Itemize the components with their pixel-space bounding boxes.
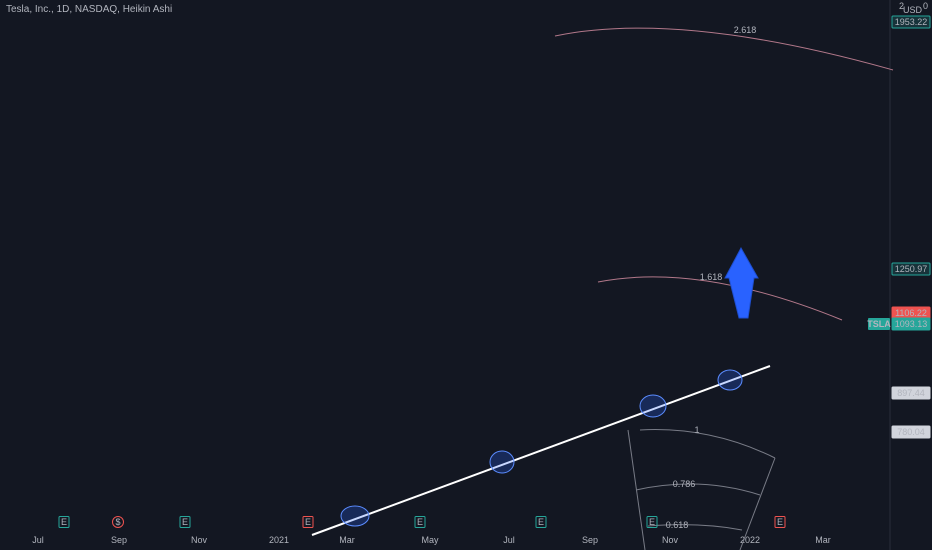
- earnings-marker[interactable]: [535, 516, 547, 528]
- fib-level-label: 1: [694, 425, 699, 435]
- time-tick-label: May: [421, 535, 439, 545]
- event-marker-letter: E: [417, 517, 423, 527]
- earnings-marker[interactable]: [302, 516, 314, 528]
- earnings-marker[interactable]: [58, 516, 70, 528]
- event-marker-letter: E: [305, 517, 311, 527]
- event-marker-letter: $: [115, 517, 120, 527]
- earnings-marker[interactable]: [179, 516, 191, 528]
- fib-arc-0786[interactable]: [635, 483, 761, 496]
- fib-fan-line: [627, 429, 646, 550]
- event-marker-letter: E: [61, 517, 67, 527]
- time-tick-label: 2022: [740, 535, 760, 545]
- dividend-marker[interactable]: [112, 516, 124, 528]
- currency-label: USD: [903, 5, 923, 15]
- time-tick-label: Jul: [32, 535, 44, 545]
- fib-fan-line: [739, 457, 776, 550]
- time-tick-label: Nov: [662, 535, 679, 545]
- trendline-touch-ellipse[interactable]: [489, 450, 515, 474]
- fib-arc-1618[interactable]: [597, 276, 843, 321]
- time-tick-label: Nov: [191, 535, 208, 545]
- time-tick-label: 2021: [269, 535, 289, 545]
- event-marker-letter: E: [777, 517, 783, 527]
- event-marker-letter: E: [182, 517, 188, 527]
- time-tick-label: Sep: [582, 535, 598, 545]
- price-axis-corner-mark: 0: [923, 1, 928, 11]
- time-tick-label: Jul: [503, 535, 515, 545]
- level-780-badge[interactable]: [891, 425, 931, 439]
- symbol-tag-text: TSLA: [867, 319, 891, 329]
- event-marker-letter: E: [538, 517, 544, 527]
- level-1953-badge[interactable]: [891, 15, 931, 29]
- earnings-marker[interactable]: [646, 516, 658, 528]
- level-1953-badge-text: 1953.22: [895, 17, 928, 27]
- fib-arc-2618[interactable]: [554, 27, 894, 71]
- time-tick-label: Mar: [815, 535, 831, 545]
- fib-level-label: 1.618: [700, 272, 723, 282]
- price-axis-corner-mark: 2: [899, 1, 904, 11]
- fib-level-label: 2.618: [734, 25, 757, 35]
- level-1250-badge-text: 1250.97: [895, 264, 928, 274]
- level-897-badge[interactable]: [891, 386, 931, 400]
- trendline-touch-ellipse[interactable]: [340, 505, 370, 527]
- level-780-badge-text: 780.04: [897, 427, 925, 437]
- trendline-touch-ellipse[interactable]: [639, 394, 667, 418]
- symbol-tag[interactable]: [868, 318, 890, 330]
- last-price-badge[interactable]: [891, 317, 931, 331]
- trendline[interactable]: [311, 365, 771, 536]
- last-price-badge-text: 1093.13: [895, 319, 928, 329]
- up-arrow-annotation[interactable]: [724, 246, 759, 319]
- time-tick-label: Sep: [111, 535, 127, 545]
- earnings-marker[interactable]: [414, 516, 426, 528]
- level-1106-badge-text: 1106.22: [895, 308, 927, 318]
- fib-level-label: 0.618: [666, 520, 689, 530]
- fib-arc-0618[interactable]: [647, 524, 743, 531]
- fib-arc-1[interactable]: [639, 429, 776, 459]
- earnings-marker[interactable]: [774, 516, 786, 528]
- trendline-touch-ellipse[interactable]: [717, 369, 743, 391]
- time-tick-label: Mar: [339, 535, 355, 545]
- level-1250-badge[interactable]: [891, 262, 931, 276]
- chart-legend[interactable]: Tesla, Inc., 1D, NASDAQ, Heikin Ashi: [6, 4, 173, 15]
- event-marker-letter: E: [649, 517, 655, 527]
- level-897-badge-text: 897.44: [897, 388, 925, 398]
- fib-level-label: 0.786: [673, 479, 696, 489]
